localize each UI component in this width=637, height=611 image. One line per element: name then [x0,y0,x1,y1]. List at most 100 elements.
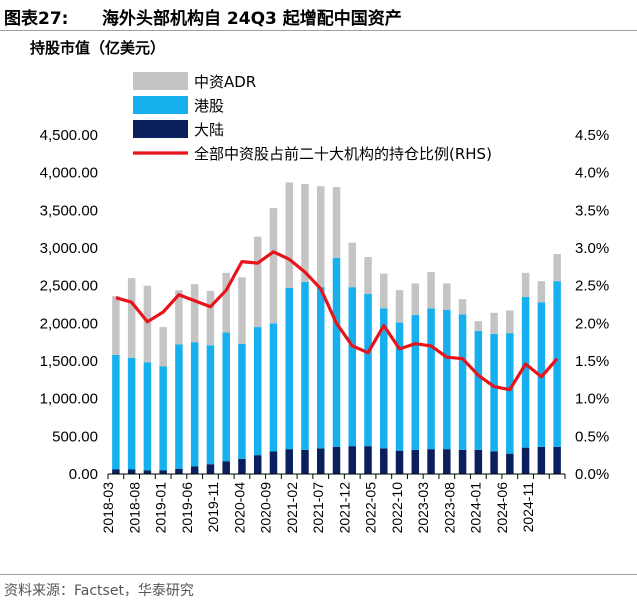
y-left-tick-label: 500.00 [52,428,98,445]
bar-hk [348,287,357,447]
bar-a_share [380,448,388,474]
y-left-tick-label: 1,500.00 [40,353,98,370]
bar-adr [269,208,278,324]
y-right-tick-label: 0.0% [575,466,609,483]
y-left-tick-label: 2,500.00 [40,278,98,295]
x-tick-label: 2021-02 [284,482,300,534]
legend-swatch-hk [133,96,188,114]
y-left-tick-label: 2,000.00 [40,315,98,332]
bar-adr [395,290,404,323]
bar-a_share [143,470,152,474]
bar-a_share [553,446,561,474]
bar-adr [175,290,183,345]
bar-a_share [159,470,167,474]
bar-hk [269,323,278,452]
y-left-tick-label: 0.00 [69,466,98,483]
legend-label: 全部中资股占前二十大机构的持仓比例(RHS) [194,145,492,163]
x-tick-label: 2020-09 [258,482,274,534]
bar-hk [143,362,152,471]
bar-adr [112,296,120,355]
ratio-line [115,250,559,392]
x-tick-label: 2021-07 [310,482,326,534]
bar-hk [364,293,372,447]
bar-adr [238,277,246,344]
figure-title: 海外头部机构自 24Q3 起增配中国资产 [102,9,402,29]
bar-hk [316,287,325,449]
bar-a_share [332,446,341,474]
y-right-tick-label: 0.5% [575,428,609,445]
bar-a_share [443,449,451,474]
bar-a_share [458,449,467,474]
bar-adr [159,327,167,367]
x-tick-label: 2024-11 [520,482,536,533]
bar-a_share [506,453,514,474]
bar-adr [380,273,388,309]
bar-a_share [285,449,293,474]
y-right-tick-label: 1.0% [575,391,609,408]
bar-adr [537,281,546,303]
bar-a_share [127,469,136,474]
bar-hk [458,314,467,450]
x-tick-label: 2022-10 [389,482,405,534]
bar-adr [332,186,341,258]
bar-adr [521,272,530,297]
y-left-tick-label: 3,500.00 [40,202,98,219]
bar-adr [301,183,309,282]
bar-a_share [316,448,325,474]
bar-adr [490,312,498,334]
x-tick-label: 2021-12 [336,482,352,534]
bar-hk [253,327,262,456]
bar-a_share [253,455,262,474]
y-left-tick-label: 1,000.00 [40,391,98,408]
figure-number: 图表27: [4,9,69,29]
legend-label: 中资ADR [194,73,256,91]
y-left-tick-label: 4,500.00 [40,127,98,144]
x-tick-label: 2019-06 [179,482,195,534]
bar-adr [458,299,467,315]
bar-adr [253,236,262,328]
bar-a_share [175,468,183,474]
bar-hk [506,333,514,454]
figure-title-bar: 图表27: 海外头部机构自 24Q3 起增配中国资产 [0,0,637,30]
bar-a_share [222,461,230,474]
bar-hk [175,344,183,469]
bar-a_share [364,446,372,474]
legend-label: 港股 [194,97,224,115]
title-divider [0,30,637,31]
source-divider [0,574,637,575]
bar-hk [427,308,435,450]
bar-adr [427,272,435,309]
bar-a_share [348,446,357,474]
legend-label: 大陆 [194,121,224,139]
y-right-tick-label: 1.5% [575,353,609,370]
bar-hk [127,357,136,470]
bar-adr [364,257,372,294]
y-right-tick-label: 2.5% [575,278,609,295]
bar-a_share [395,450,404,474]
x-tick-label: 2023-03 [415,482,431,534]
bar-a_share [269,451,278,474]
bar-a_share [301,449,309,474]
y-right-tick-label: 3.0% [575,240,609,257]
bar-a_share [490,451,498,474]
bar-a_share [474,449,483,474]
bar-hk [301,281,309,450]
bar-hk [490,333,498,452]
bar-hk [332,257,341,447]
bar-hk [553,281,561,447]
legend-swatch-a_share [133,120,188,138]
bar-adr [127,278,136,358]
bar-hk [521,296,530,448]
bar-hk [285,287,293,450]
bar-hk [395,322,404,451]
y-right-tick-label: 3.5% [575,202,609,219]
y-right-tick-label: 2.0% [575,315,609,332]
bar-a_share [537,446,546,474]
source-note: 资料来源：Factset，华泰研究 [4,583,194,599]
bar-a_share [206,464,215,474]
bar-adr [443,283,451,310]
bar-adr [474,321,483,331]
bar-hk [380,308,388,449]
bar-adr [206,290,215,346]
bar-a_share [190,466,199,474]
